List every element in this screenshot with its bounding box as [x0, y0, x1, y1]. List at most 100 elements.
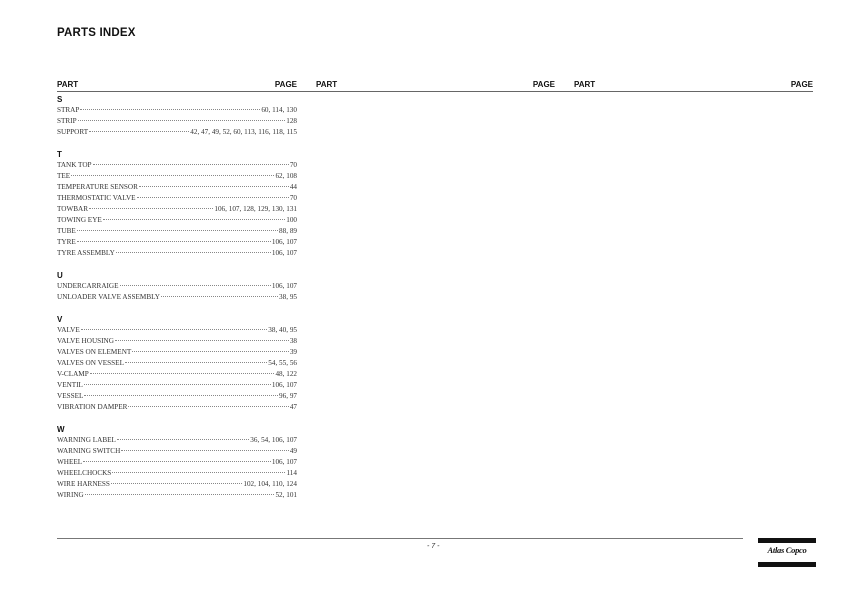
page-number: - 7 -: [427, 543, 440, 550]
page-refs: 54, 55, 56: [268, 359, 297, 367]
index-entry: TOWING EYE 100: [57, 215, 297, 226]
dot-leader: [110, 483, 243, 484]
index-entry: VALVES ON ELEMENT 39: [57, 347, 297, 358]
part-name: STRAP: [57, 106, 80, 114]
page-refs: 106, 107, 128, 129, 130, 131: [214, 205, 297, 213]
dot-leader: [80, 329, 268, 330]
part-name: TANK TOP: [57, 161, 92, 169]
part-name: TYRE: [57, 238, 76, 246]
page-refs: 106, 107: [271, 282, 297, 290]
col3-page-header: PAGE: [790, 80, 813, 89]
dot-leader: [102, 219, 286, 220]
part-name: TUBE: [57, 227, 76, 235]
index-entry: TYRE 106, 107: [57, 237, 297, 248]
page-refs: 96, 97: [279, 392, 297, 400]
index-entry: VALVE HOUSING 38: [57, 336, 297, 347]
index-entry: UNDERCARRAIGE 106, 107: [57, 281, 297, 292]
page-refs: 60, 114, 130: [261, 106, 297, 114]
part-name: WHEELCHOCKS: [57, 469, 112, 477]
index-entry: VESSEL 96, 97: [57, 391, 297, 402]
header-divider: [57, 91, 813, 92]
index-entry: STRAP 60, 114, 130: [57, 105, 297, 116]
part-name: STRIP: [57, 117, 77, 125]
index-entry: VALVES ON VESSEL 54, 55, 56: [57, 358, 297, 369]
part-name: TOWING EYE: [57, 216, 102, 224]
dot-leader: [119, 285, 271, 286]
index-entry: VIBRATION DAMPER 47: [57, 402, 297, 413]
page-refs: 36, 54, 106, 107: [250, 436, 297, 444]
dot-leader: [77, 120, 286, 121]
logo-text: Atlas Copco: [767, 545, 807, 555]
dot-leader: [71, 175, 275, 176]
page-refs: 106, 107: [271, 238, 297, 246]
dot-leader: [76, 230, 279, 231]
dot-leader: [76, 241, 271, 242]
dot-leader: [124, 362, 268, 363]
part-name: TEMPERATURE SENSOR: [57, 183, 138, 191]
dot-leader: [84, 395, 279, 396]
dot-leader: [89, 373, 275, 374]
dot-leader: [160, 296, 279, 297]
group-letter: V: [57, 315, 63, 324]
atlas-copco-logo: Atlas Copco: [758, 538, 816, 567]
page-refs: 38, 40, 95: [268, 326, 297, 334]
page-refs: 38, 95: [279, 293, 297, 301]
index-group: T TANK TOP 70 TEE 62, 108 TEMPERATURE SENSOR 4…: [57, 150, 297, 259]
index-entry: V-CLAMP 48, 122: [57, 369, 297, 380]
index-entry: TYRE ASSEMBLY 106, 107: [57, 248, 297, 259]
part-name: VALVE HOUSING: [57, 337, 114, 345]
group-letter: U: [57, 271, 63, 280]
dot-leader: [92, 164, 289, 165]
dot-leader: [83, 384, 271, 385]
part-name: SUPPORT: [57, 128, 89, 136]
index-entry: WARNING SWITCH 49: [57, 446, 297, 457]
page-refs: 114: [286, 469, 297, 477]
part-name: VALVE: [57, 326, 80, 334]
part-name: WARNING SWITCH: [57, 447, 121, 455]
page-refs: 38: [289, 337, 297, 345]
part-name: VENTIL: [57, 381, 83, 389]
index-entry: TANK TOP 70: [57, 160, 297, 171]
page-refs: 39: [289, 348, 297, 356]
part-name: TYRE ASSEMBLY: [57, 249, 115, 257]
page-refs: 52, 101: [275, 491, 297, 499]
dot-leader: [128, 406, 289, 407]
page-refs: 88, 89: [279, 227, 297, 235]
page-refs: 70: [289, 161, 297, 169]
page-refs: 106, 107: [271, 381, 297, 389]
page-refs: 48, 122: [275, 370, 297, 378]
index-column: S STRAP 60, 114, 130 STRIP 128 SUPPORT 42, 47,…: [57, 95, 297, 513]
dot-leader: [121, 450, 289, 451]
footer-divider: [57, 538, 743, 539]
part-name: UNLOADER VALVE ASSEMBLY: [57, 293, 160, 301]
index-entry: VENTIL 106, 107: [57, 380, 297, 391]
page-refs: 42, 47, 49, 52, 60, 113, 116, 118, 115: [190, 128, 297, 136]
page-refs: 47: [289, 403, 297, 411]
col2-part-header: PART: [316, 80, 338, 89]
index-entry: WARNING LABEL 36, 54, 106, 107: [57, 435, 297, 446]
index-group: V VALVE 38, 40, 95 VALVE HOUSING 38 VALVES ON…: [57, 315, 297, 413]
dot-leader: [83, 461, 271, 462]
dot-leader: [89, 131, 190, 132]
col1-page-header: PAGE: [274, 80, 297, 89]
index-group: W WARNING LABEL 36, 54, 106, 107 WARNING SW…: [57, 425, 297, 501]
dot-leader: [136, 197, 289, 198]
part-name: VALVES ON VESSEL: [57, 359, 124, 367]
index-entry: TEE 62, 108: [57, 171, 297, 182]
part-name: TEE: [57, 172, 71, 180]
index-entry: TUBE 88, 89: [57, 226, 297, 237]
page-refs: 49: [289, 447, 297, 455]
dot-leader: [112, 472, 286, 473]
page-refs: 100: [286, 216, 297, 224]
index-entry: TEMPERATURE SENSOR 44: [57, 182, 297, 193]
page-refs: 128: [286, 117, 297, 125]
part-name: WARNING LABEL: [57, 436, 116, 444]
part-name: UNDERCARRAIGE: [57, 282, 119, 290]
index-entry: STRIP 128: [57, 116, 297, 127]
index-entry: SUPPORT 42, 47, 49, 52, 60, 113, 116, 118…: [57, 127, 297, 138]
page-refs: 44: [289, 183, 297, 191]
part-name: WIRE HARNESS: [57, 480, 110, 488]
part-name: WHEEL: [57, 458, 83, 466]
index-entry: TOWBAR 106, 107, 128, 129, 130, 131: [57, 204, 297, 215]
page-refs: 106, 107: [271, 249, 297, 257]
